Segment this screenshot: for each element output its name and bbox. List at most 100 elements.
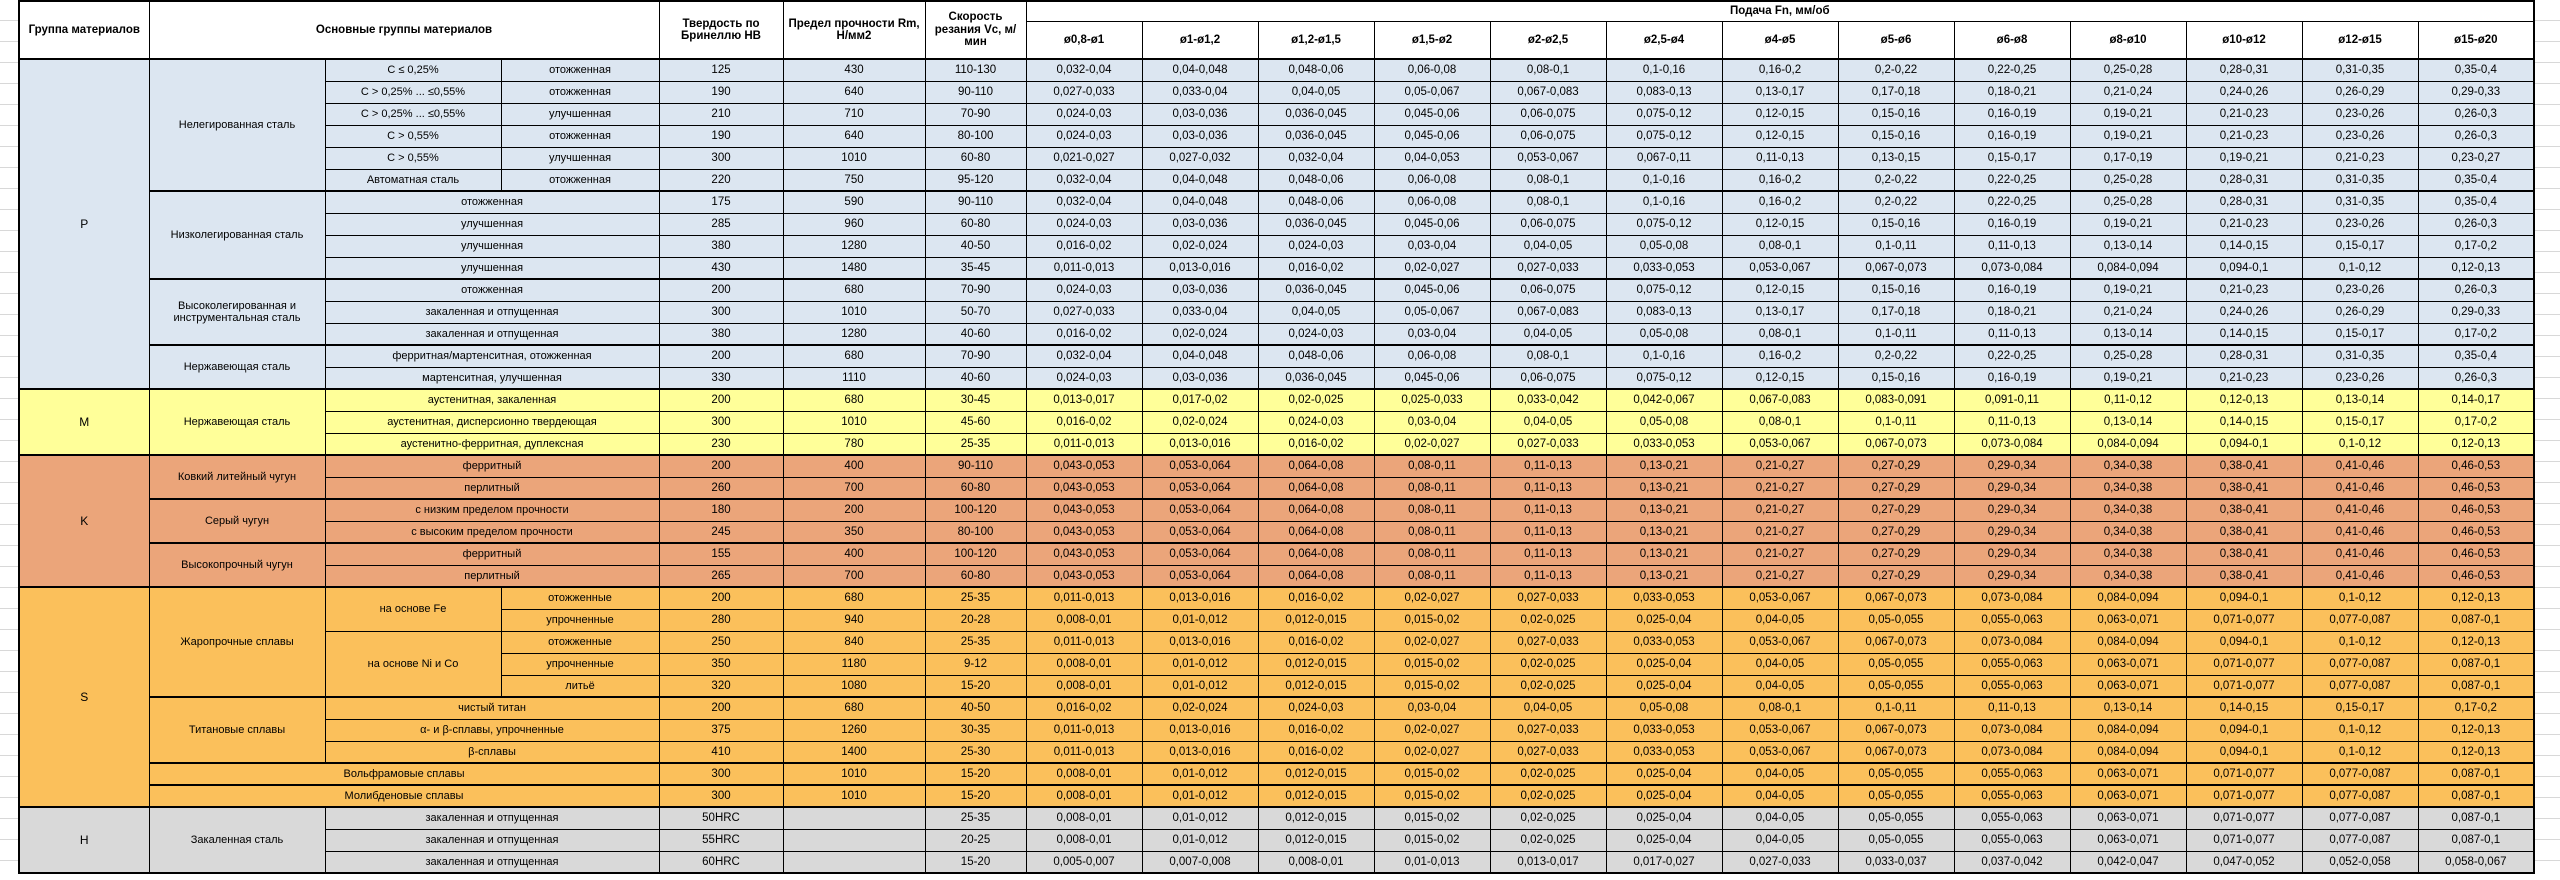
feed-cell[interactable]: 0,015-0,02 bbox=[1373, 608, 1491, 632]
feed-cell[interactable]: 0,043-0,053 bbox=[1025, 520, 1143, 544]
feed-cell[interactable]: 0,11-0,13 bbox=[1721, 146, 1839, 170]
strength-cell[interactable]: 1110 bbox=[782, 366, 926, 390]
speed-cell[interactable]: 15-20 bbox=[924, 784, 1027, 808]
feed-cell[interactable]: 0,35-0,4 bbox=[2417, 344, 2535, 368]
feed-cell[interactable]: 0,042-0,047 bbox=[2069, 850, 2187, 874]
feed-cell[interactable]: 0,021-0,027 bbox=[1025, 146, 1143, 170]
feed-cell[interactable]: 0,06-0,08 bbox=[1373, 190, 1491, 214]
hardness-cell[interactable]: 380 bbox=[658, 234, 784, 258]
feed-cell[interactable]: 0,067-0,083 bbox=[1721, 388, 1839, 412]
feed-cell[interactable]: 0,41-0,46 bbox=[2301, 476, 2419, 500]
hardness-cell[interactable]: 285 bbox=[658, 212, 784, 236]
feed-cell[interactable]: 0,11-0,13 bbox=[1489, 520, 1607, 544]
feed-cell[interactable]: 0,016-0,02 bbox=[1025, 410, 1143, 434]
feed-cell[interactable]: 0,053-0,067 bbox=[1721, 718, 1839, 742]
feed-cell[interactable]: 0,03-0,036 bbox=[1141, 366, 1259, 390]
feed-cell[interactable]: 0,04-0,05 bbox=[1721, 784, 1839, 808]
feed-cell[interactable]: 0,26-0,29 bbox=[2301, 300, 2419, 324]
feed-cell[interactable]: 0,053-0,064 bbox=[1141, 498, 1259, 522]
speed-cell[interactable]: 80-100 bbox=[924, 520, 1027, 544]
feed-cell[interactable]: 0,045-0,06 bbox=[1373, 366, 1491, 390]
hardness-cell[interactable]: 210 bbox=[658, 102, 784, 126]
feed-diameter-header[interactable]: ø8-ø10 bbox=[2069, 20, 2187, 60]
feed-cell[interactable]: 0,075-0,12 bbox=[1605, 366, 1723, 390]
feed-cell[interactable]: 0,005-0,007 bbox=[1025, 850, 1143, 874]
feed-cell[interactable]: 0,094-0,1 bbox=[2185, 718, 2303, 742]
strength-cell[interactable]: 680 bbox=[782, 586, 926, 610]
feed-cell[interactable]: 0,46-0,53 bbox=[2417, 564, 2535, 588]
feed-cell[interactable]: 0,15-0,16 bbox=[1837, 278, 1955, 302]
feed-cell[interactable]: 0,032-0,04 bbox=[1025, 190, 1143, 214]
feed-cell[interactable]: 0,17-0,2 bbox=[2417, 410, 2535, 434]
feed-cell[interactable]: 0,087-0,1 bbox=[2417, 608, 2535, 632]
feed-cell[interactable]: 0,007-0,008 bbox=[1141, 850, 1259, 874]
strength-cell[interactable]: 1010 bbox=[782, 146, 926, 170]
feed-cell[interactable]: 0,043-0,053 bbox=[1025, 476, 1143, 500]
feed-cell[interactable]: 0,23-0,26 bbox=[2301, 278, 2419, 302]
feed-cell[interactable]: 0,011-0,013 bbox=[1025, 630, 1143, 654]
feed-cell[interactable]: 0,21-0,23 bbox=[2185, 124, 2303, 148]
feed-cell[interactable]: 0,26-0,3 bbox=[2417, 212, 2535, 236]
feed-cell[interactable]: 0,032-0,04 bbox=[1257, 146, 1375, 170]
feed-cell[interactable]: 0,1-0,16 bbox=[1605, 58, 1723, 82]
feed-cell[interactable]: 0,033-0,053 bbox=[1605, 256, 1723, 280]
feed-cell[interactable]: 0,094-0,1 bbox=[2185, 256, 2303, 280]
feed-cell[interactable]: 0,21-0,23 bbox=[2185, 366, 2303, 390]
feed-cell[interactable]: 0,13-0,17 bbox=[1721, 80, 1839, 104]
strength-cell[interactable]: 1180 bbox=[782, 652, 926, 676]
feed-cell[interactable]: 0,14-0,15 bbox=[2185, 322, 2303, 346]
feed-cell[interactable]: 0,055-0,063 bbox=[1953, 784, 2071, 808]
feed-cell[interactable]: 0,071-0,077 bbox=[2185, 806, 2303, 830]
feed-cell[interactable]: 0,027-0,033 bbox=[1489, 586, 1607, 610]
feed-cell[interactable]: 0,11-0,13 bbox=[1953, 322, 2071, 346]
feed-cell[interactable]: 0,08-0,11 bbox=[1373, 542, 1491, 566]
feed-cell[interactable]: 0,024-0,03 bbox=[1257, 322, 1375, 346]
hardness-cell[interactable]: 300 bbox=[658, 146, 784, 170]
feed-cell[interactable]: 0,06-0,08 bbox=[1373, 344, 1491, 368]
feed-cell[interactable]: 0,073-0,084 bbox=[1953, 718, 2071, 742]
feed-cell[interactable]: 0,063-0,071 bbox=[2069, 828, 2187, 852]
feed-cell[interactable]: 0,02-0,027 bbox=[1373, 432, 1491, 456]
group-letter-cell[interactable]: P bbox=[18, 58, 150, 390]
col-header-tensile-strength[interactable]: Предел прочности Rm, Н/мм2 bbox=[782, 0, 926, 60]
feed-cell[interactable]: 0,037-0,042 bbox=[1953, 850, 2071, 874]
feed-cell[interactable]: 0,064-0,08 bbox=[1257, 542, 1375, 566]
hardness-cell[interactable]: 260 bbox=[658, 476, 784, 500]
feed-cell[interactable]: 0,027-0,033 bbox=[1721, 850, 1839, 874]
hardness-cell[interactable]: 200 bbox=[658, 278, 784, 302]
feed-cell[interactable]: 0,087-0,1 bbox=[2417, 828, 2535, 852]
feed-cell[interactable]: 0,1-0,11 bbox=[1837, 322, 1955, 346]
feed-cell[interactable]: 0,011-0,013 bbox=[1025, 256, 1143, 280]
group-letter-cell[interactable]: M bbox=[18, 388, 150, 456]
speed-cell[interactable]: 25-30 bbox=[924, 740, 1027, 764]
strength-cell[interactable]: 960 bbox=[782, 212, 926, 236]
feed-cell[interactable]: 0,2-0,22 bbox=[1837, 344, 1955, 368]
feed-cell[interactable]: 0,46-0,53 bbox=[2417, 520, 2535, 544]
feed-cell[interactable]: 0,12-0,13 bbox=[2417, 256, 2535, 280]
strength-cell[interactable]: 640 bbox=[782, 80, 926, 104]
material-label-cell[interactable]: C ≤ 0,25% bbox=[324, 58, 502, 82]
feed-cell[interactable]: 0,064-0,08 bbox=[1257, 498, 1375, 522]
material-label-cell[interactable]: отожженная bbox=[324, 190, 660, 214]
feed-cell[interactable]: 0,34-0,38 bbox=[2069, 476, 2187, 500]
feed-cell[interactable]: 0,008-0,01 bbox=[1025, 674, 1143, 698]
feed-cell[interactable]: 0,15-0,16 bbox=[1837, 366, 1955, 390]
feed-diameter-header[interactable]: ø5-ø6 bbox=[1837, 20, 1955, 60]
feed-cell[interactable]: 0,05-0,055 bbox=[1837, 806, 1955, 830]
strength-cell[interactable]: 1260 bbox=[782, 718, 926, 742]
feed-cell[interactable]: 0,073-0,084 bbox=[1953, 586, 2071, 610]
feed-cell[interactable]: 0,016-0,02 bbox=[1025, 322, 1143, 346]
feed-cell[interactable]: 0,053-0,067 bbox=[1721, 586, 1839, 610]
feed-cell[interactable]: 0,16-0,19 bbox=[1953, 124, 2071, 148]
feed-cell[interactable]: 0,04-0,05 bbox=[1257, 80, 1375, 104]
feed-cell[interactable]: 0,01-0,012 bbox=[1141, 674, 1259, 698]
feed-cell[interactable]: 0,19-0,21 bbox=[2069, 366, 2187, 390]
feed-cell[interactable]: 0,11-0,13 bbox=[1489, 476, 1607, 500]
feed-cell[interactable]: 0,13-0,14 bbox=[2069, 696, 2187, 720]
feed-cell[interactable]: 0,03-0,04 bbox=[1373, 322, 1491, 346]
feed-cell[interactable]: 0,055-0,063 bbox=[1953, 674, 2071, 698]
material-label-cell[interactable]: аустенитная, закаленная bbox=[324, 388, 660, 412]
strength-cell[interactable]: 700 bbox=[782, 564, 926, 588]
feed-cell[interactable]: 0,21-0,23 bbox=[2185, 102, 2303, 126]
feed-cell[interactable]: 0,21-0,24 bbox=[2069, 80, 2187, 104]
